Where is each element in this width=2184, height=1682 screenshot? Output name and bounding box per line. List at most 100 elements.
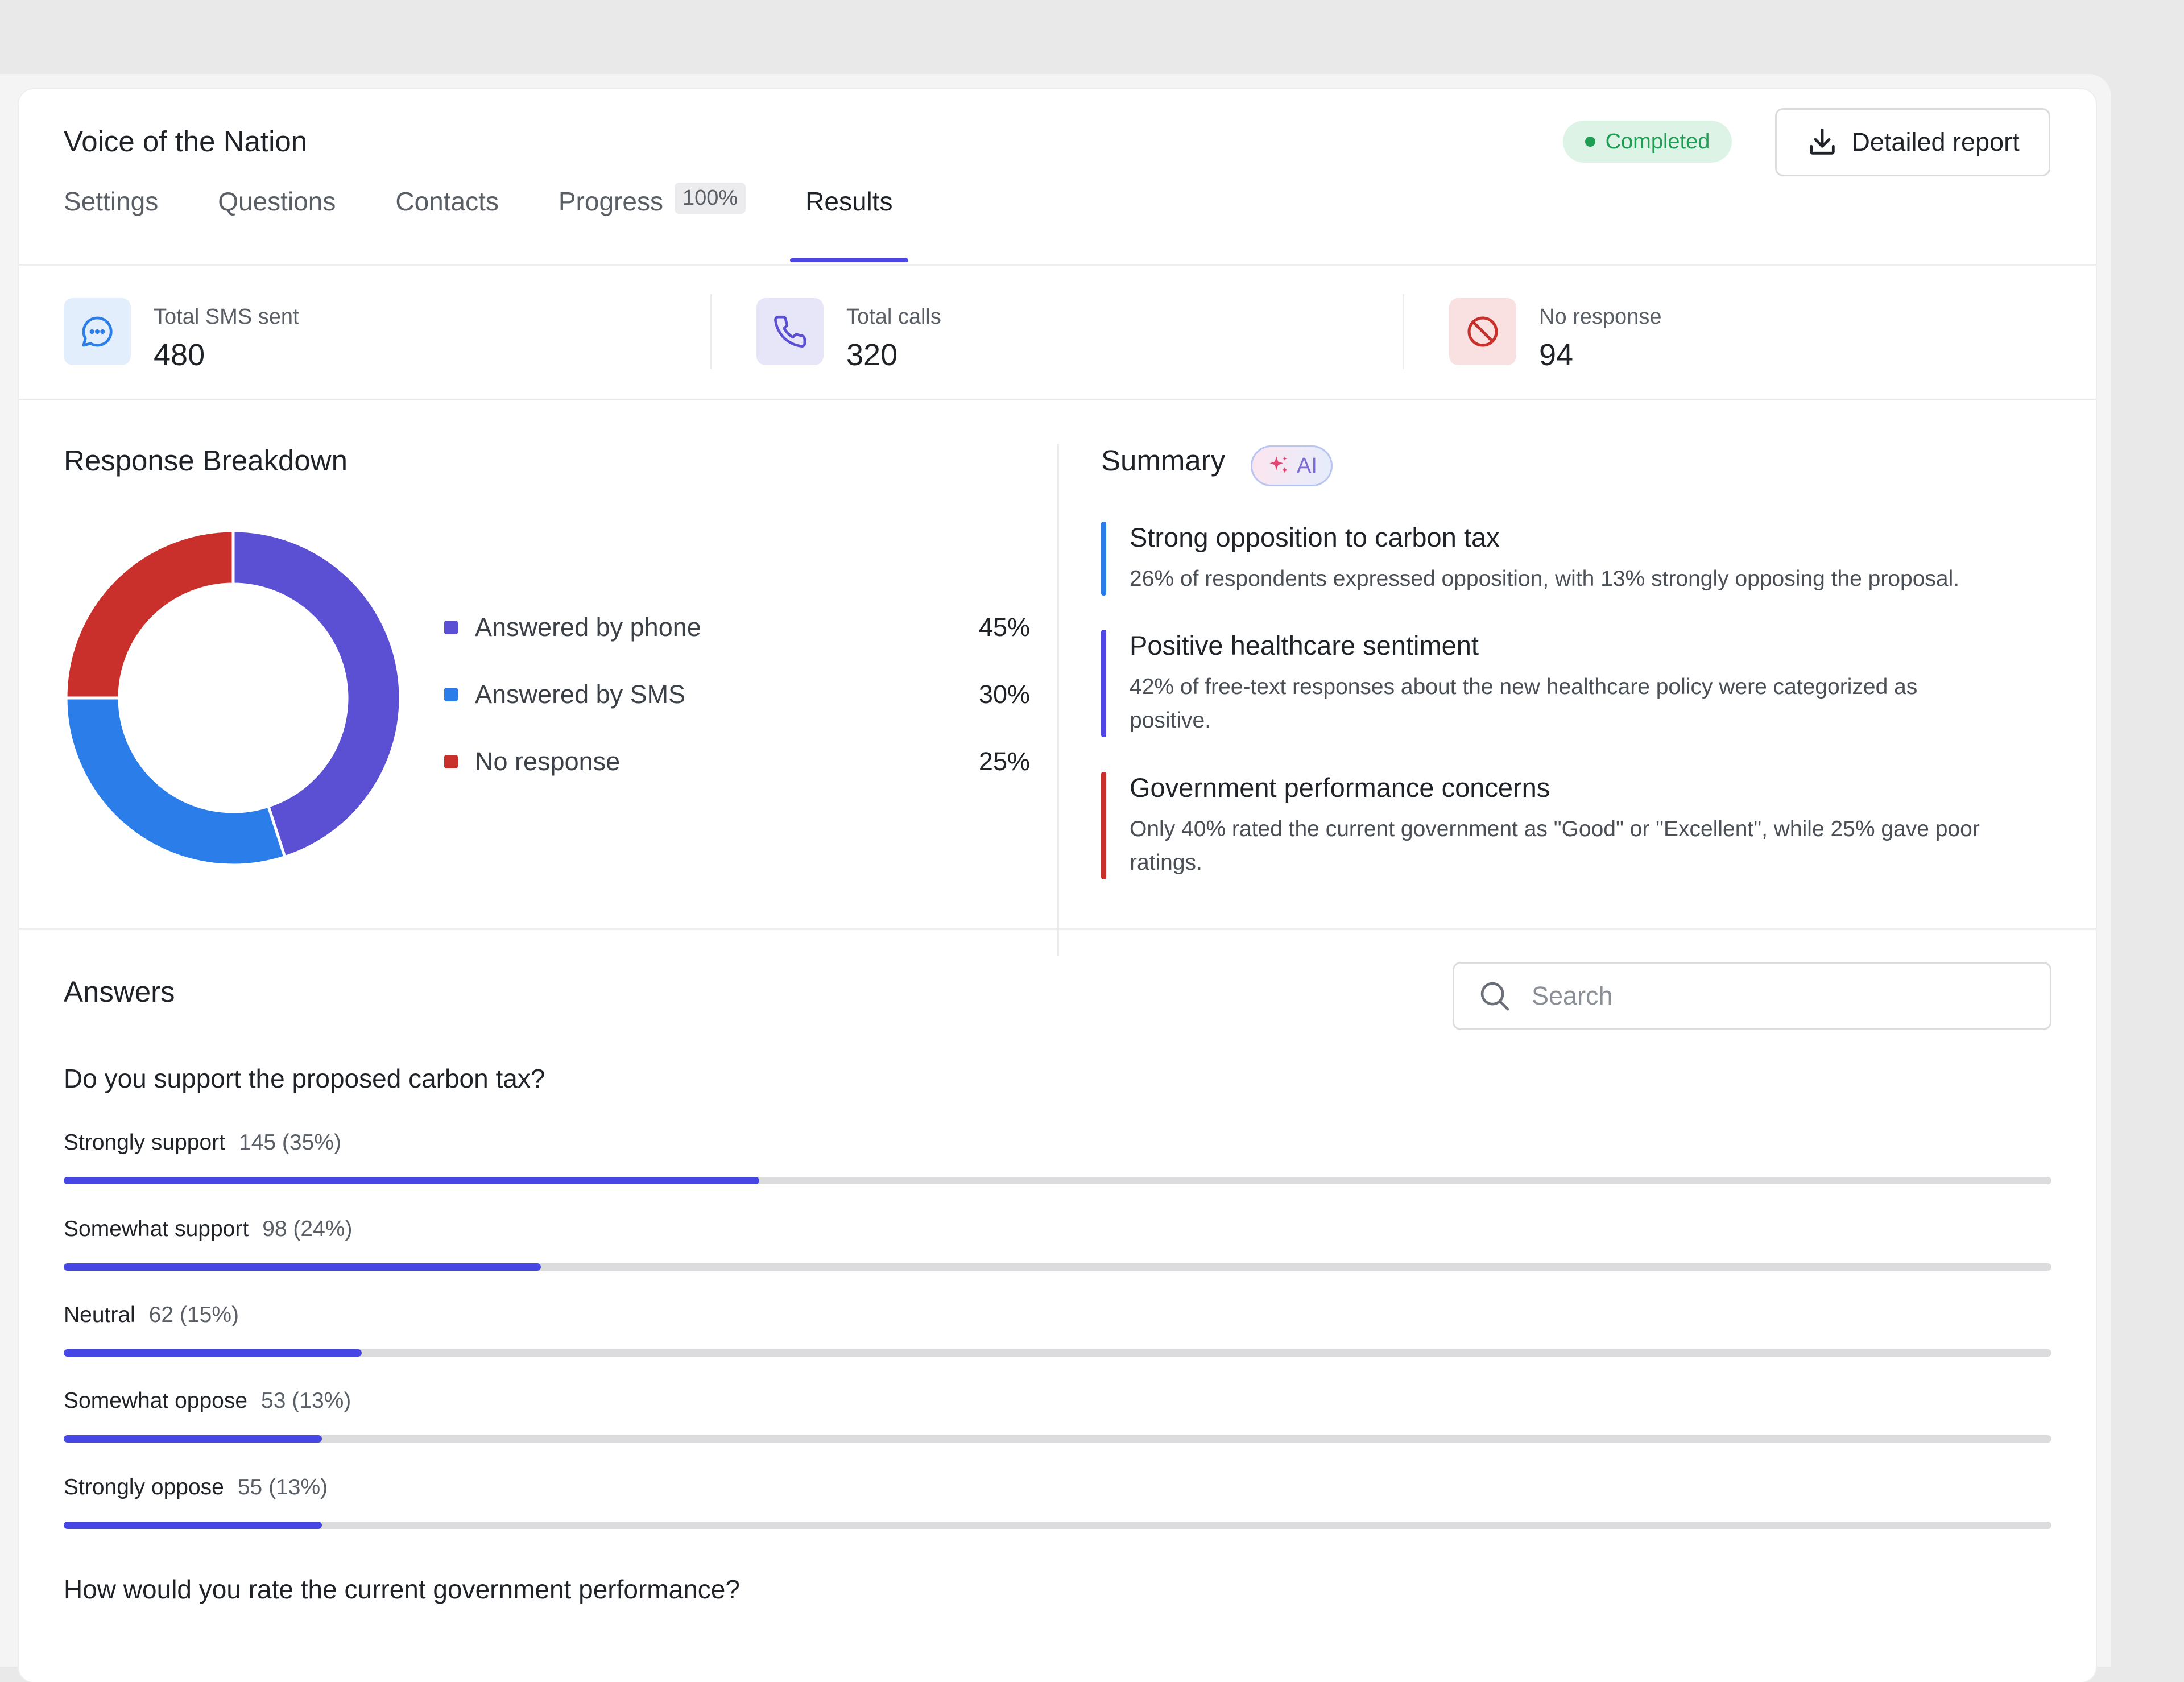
phone-icon [756,298,824,365]
page-title: Voice of the Nation [64,125,308,158]
legend-item: Answered by phone 45% [444,613,1030,642]
download-icon [1810,128,1835,155]
search-icon [1480,982,1509,1011]
progress-fill [64,1349,362,1357]
search-input[interactable] [1531,981,2022,1011]
answer-option: Strongly oppose 55 (13%) [64,1475,2051,1529]
progress-fill [64,1522,322,1529]
tab-contacts[interactable]: Contacts [380,186,514,254]
answer-count: 55 (13%) [237,1475,328,1499]
survey-results-card: Voice of the Nation Completed Detailed r… [19,89,2096,1682]
legend-label: No response [475,747,621,776]
question-title: Do you support the proposed carbon tax? [64,1064,545,1093]
tab-label: Results [805,187,893,216]
legend-label: Answered by phone [475,613,701,642]
answer-label: Neutral [64,1303,135,1327]
tab-progress[interactable]: Progress 100% [543,183,761,254]
progress-track [64,1435,2051,1443]
stat-total-sms: Total SMS sent 480 [64,298,299,373]
tab-label: Progress [558,187,663,216]
status-badge: Completed [1563,121,1732,163]
breakdown-title: Response Breakdown [64,444,348,477]
status-label: Completed [1605,129,1710,154]
donut-slice-answered-by-phone [231,529,402,859]
summary-insight: Strong opposition to carbon tax 26% of r… [1101,522,2011,596]
divider [1057,444,1059,956]
legend-swatch [444,688,458,701]
legend-value: 25% [978,747,1030,776]
tab-label: Settings [64,187,159,216]
chat-icon [64,298,131,365]
insight-accent [1101,630,1106,737]
answer-count: 145 (35%) [239,1130,341,1155]
block-icon [1449,298,1516,365]
progress-track [64,1349,2051,1357]
progress-fill [64,1263,541,1271]
insight-body: Only 40% rated the current government as… [1130,817,1980,875]
legend-swatch [444,621,458,634]
stat-total-calls: Total calls 320 [756,298,941,373]
answer-option: Somewhat support 98 (24%) [64,1217,2051,1271]
status-dot-icon [1585,137,1595,147]
sparkle-icon [1269,456,1288,473]
stat-label: Total SMS sent [154,305,299,329]
tab-label: Questions [218,187,336,216]
insight-accent [1101,522,1106,596]
insight-title: Positive healthcare sentiment [1130,630,1479,660]
answer-option: Neutral 62 (15%) [64,1303,2051,1357]
answer-count: 53 (13%) [261,1388,351,1413]
stat-value: 320 [846,338,898,372]
donut-slice-answered-by-sms [64,696,287,867]
question-title: How would you rate the current governmen… [64,1574,740,1604]
legend-value: 45% [978,613,1030,642]
legend-value: 30% [978,680,1030,709]
ai-badge: AI [1251,445,1333,486]
progress-fill [64,1177,760,1184]
detailed-report-button[interactable]: Detailed report [1775,108,2050,176]
insight-accent [1101,772,1106,879]
summary-title: Summary [1101,444,1226,477]
response-donut-chart [64,529,402,867]
answers-title: Answers [64,976,175,1008]
tab-results[interactable]: Results [790,186,908,262]
ai-badge-label: AI [1297,453,1317,478]
divider [19,928,2096,930]
stat-value: 94 [1539,338,1574,372]
legend-item: Answered by SMS 30% [444,680,1030,709]
answer-label: Somewhat oppose [64,1388,248,1413]
progress-badge: 100% [674,183,746,214]
progress-track [64,1263,2051,1271]
divider [19,264,2096,266]
stat-value: 480 [154,338,205,372]
answer-label: Strongly oppose [64,1475,224,1499]
summary-insight: Positive healthcare sentiment 42% of fre… [1101,630,2011,737]
insight-body: 26% of respondents expressed opposition,… [1130,567,1960,591]
answer-count: 98 (24%) [262,1217,353,1241]
insight-title: Government performance concerns [1130,772,1550,803]
progress-track [64,1522,2051,1529]
tab-settings[interactable]: Settings [48,186,173,254]
answer-label: Strongly support [64,1130,225,1155]
tab-bar: Settings Questions Contacts Progress 100%… [64,183,953,262]
divider [1403,294,1404,369]
divider [710,294,712,369]
progress-fill [64,1435,322,1443]
summary-insight: Government performance concerns Only 40%… [1101,772,2011,879]
legend-label: Answered by SMS [475,680,686,709]
legend-swatch [444,755,458,768]
stat-no-response: No response 94 [1449,298,1661,373]
divider [19,399,2096,400]
detailed-report-label: Detailed report [1851,127,2020,156]
answer-count: 62 (15%) [148,1303,239,1327]
insight-body: 42% of free-text responses about the new… [1130,675,1918,733]
answer-option: Strongly support 145 (35%) [64,1130,2051,1184]
stat-label: No response [1539,305,1662,329]
progress-track [64,1177,2051,1184]
answer-label: Somewhat support [64,1217,249,1241]
donut-slice-no-response [64,529,235,700]
tab-label: Contacts [395,187,499,216]
insight-title: Strong opposition to carbon tax [1130,522,1500,552]
search-box[interactable] [1453,962,2051,1030]
tab-questions[interactable]: Questions [202,186,351,254]
legend-item: No response 25% [444,747,1030,776]
